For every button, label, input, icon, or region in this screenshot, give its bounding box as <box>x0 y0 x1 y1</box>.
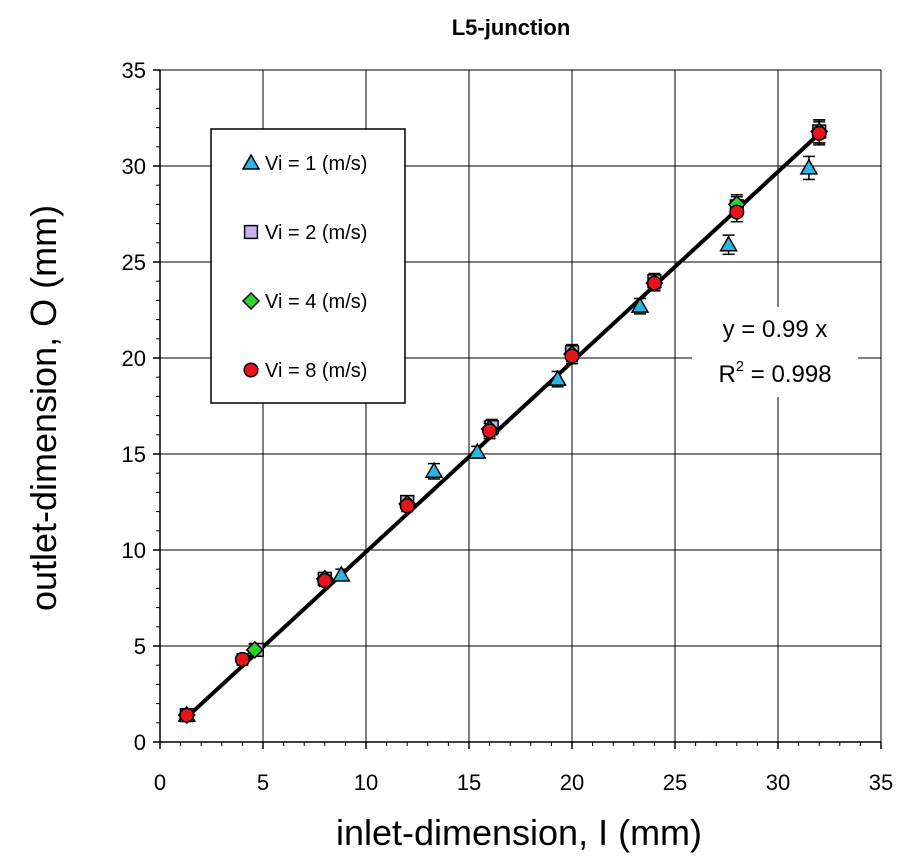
legend: Vi = 1 (m/s) Vi = 2 (m/s) Vi = 4 (m/s) Vi =… <box>210 128 406 404</box>
data-point-circle <box>179 707 195 723</box>
x-tick-label: 10 <box>354 770 378 795</box>
legend-label: Vi = 1 (m/s) <box>265 153 367 175</box>
data-point-circle <box>811 125 827 141</box>
data-point-triangle <box>719 235 738 252</box>
legend-marker-diamond <box>241 291 261 311</box>
data-point-circle <box>564 348 580 364</box>
y-tick-label: 35 <box>122 58 146 83</box>
x-tick-label: 15 <box>457 770 481 795</box>
fit-line <box>185 132 821 719</box>
legend-box <box>210 128 406 404</box>
data-point-triangle <box>799 158 819 175</box>
fit-r-squared: R2 = 0.998 <box>718 358 831 388</box>
data-point-triangle <box>424 461 444 479</box>
axes <box>153 69 882 749</box>
x-tick-label: 5 <box>257 770 269 795</box>
y-tick-label: 15 <box>122 442 146 467</box>
y-axis-title: outlet-dimension, O (mm) <box>23 205 64 611</box>
chart-title: L5-junction <box>452 15 571 40</box>
data-points <box>177 122 829 725</box>
legend-label: Vi = 2 (m/s) <box>265 222 367 244</box>
data-point-triangle <box>331 565 351 582</box>
fit-annotation-bg <box>692 307 858 397</box>
fit-annotation: y = 0.99 x R2 = 0.998 <box>692 307 858 397</box>
fit-equation: y = 0.99 x <box>723 316 828 343</box>
data-point-diamond <box>245 640 264 659</box>
y-tick-label: 5 <box>134 634 146 659</box>
r-value: = 0.998 <box>744 361 831 388</box>
data-point-triangle <box>630 296 650 313</box>
x-tick-label: 20 <box>560 770 584 795</box>
data-point-circle <box>234 651 250 667</box>
x-tick-label: 0 <box>154 770 166 795</box>
tick-labels: 0 5 10 15 20 25 30 35 0 5 10 15 20 25 30 35 <box>122 58 894 795</box>
data-point-triangle <box>467 442 487 459</box>
legend-label: Vi = 8 (m/s) <box>265 360 367 382</box>
legend-label: Vi = 4 (m/s) <box>265 291 367 313</box>
y-tick-label: 30 <box>122 154 146 179</box>
x-tick-label: 25 <box>663 770 687 795</box>
data-point-triangle <box>548 369 567 386</box>
legend-marker-circle <box>243 362 259 378</box>
data-point-circle <box>729 204 745 220</box>
fit-line-layer <box>185 132 821 719</box>
x-tick-label: 30 <box>766 770 790 795</box>
r-symbol: R <box>718 361 735 388</box>
x-tick-label: 35 <box>869 770 893 795</box>
y-tick-label: 20 <box>122 346 146 371</box>
y-tick-label: 0 <box>134 730 146 755</box>
data-point-circle <box>399 498 415 514</box>
data-point-circle <box>646 275 662 291</box>
y-tick-label: 25 <box>122 250 146 275</box>
legend-marker-triangle <box>241 153 261 170</box>
data-point-circle <box>482 423 498 439</box>
r-superscript: 2 <box>736 358 744 375</box>
data-point-circle <box>317 573 333 589</box>
y-tick-label: 10 <box>122 538 146 563</box>
legend-marker-square <box>243 224 259 240</box>
x-axis-title: inlet-dimension, I (mm) <box>336 812 702 853</box>
